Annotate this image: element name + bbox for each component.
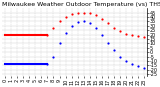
Point xyxy=(58,21,61,22)
Point xyxy=(119,30,121,32)
Point xyxy=(64,32,67,33)
Point xyxy=(76,22,79,23)
Point xyxy=(82,21,85,22)
Point xyxy=(125,33,127,34)
Point xyxy=(131,35,133,36)
Point xyxy=(125,60,127,62)
Point xyxy=(52,27,55,28)
Point xyxy=(113,50,115,51)
Point xyxy=(58,43,61,44)
Point xyxy=(100,18,103,19)
Point xyxy=(95,15,97,16)
Point xyxy=(70,25,73,26)
Point xyxy=(143,67,145,69)
Point xyxy=(64,16,67,18)
Point xyxy=(76,12,79,13)
Point xyxy=(137,66,139,67)
Point xyxy=(143,36,145,38)
Point xyxy=(119,56,121,57)
Point xyxy=(107,43,109,44)
Point xyxy=(107,22,109,24)
Point xyxy=(82,12,85,13)
Point xyxy=(113,27,115,28)
Point xyxy=(52,56,55,57)
Point xyxy=(88,13,91,14)
Point xyxy=(137,36,139,37)
Point xyxy=(46,34,49,35)
Point xyxy=(70,14,73,15)
Point xyxy=(46,63,49,64)
Point xyxy=(88,22,91,24)
Point xyxy=(95,27,97,28)
Text: Milwaukee Weather Outdoor Temperature (vs) THSW Index per Hour (Last 24 Hours): Milwaukee Weather Outdoor Temperature (v… xyxy=(2,2,160,7)
Point xyxy=(131,64,133,65)
Point xyxy=(100,34,103,35)
